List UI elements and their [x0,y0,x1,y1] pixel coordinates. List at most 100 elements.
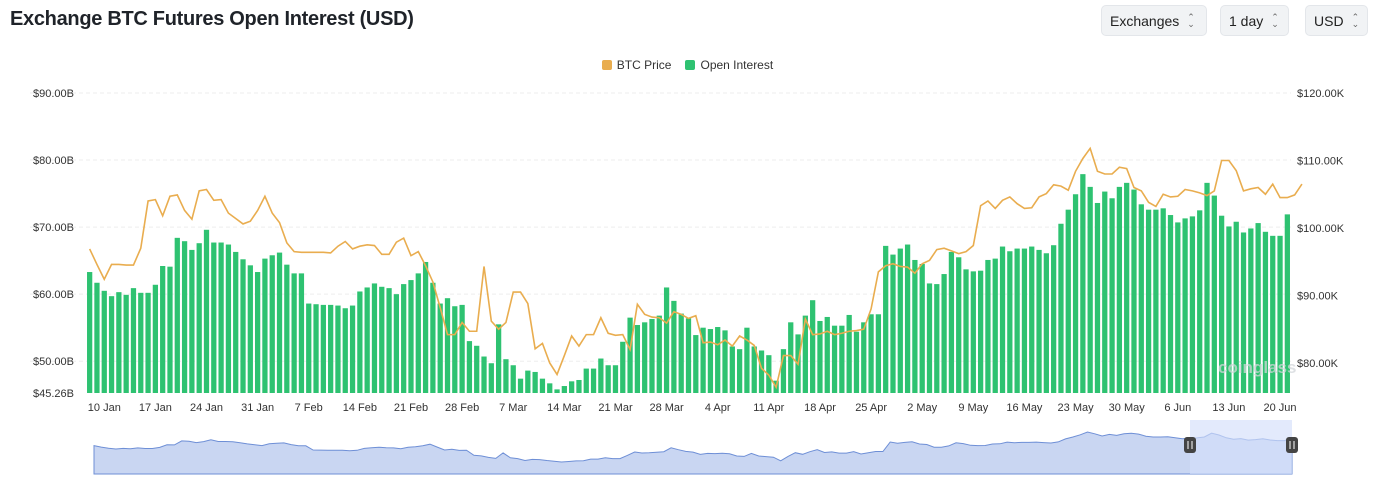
oi-bar [817,320,823,393]
x-axis-tick-label: 28 Mar [649,402,684,414]
navigator[interactable] [93,420,1298,475]
oi-bar [240,259,246,393]
oi-bar [883,245,889,393]
navigator-handle[interactable] [1184,437,1196,453]
exchanges-select[interactable]: Exchanges ⌃ ⌄ [1101,5,1207,36]
oi-bar [605,365,611,393]
oi-bar [101,290,107,393]
oi-bar [160,266,166,393]
oi-bar [452,306,458,393]
oi-bar [291,273,297,393]
oi-bar [1218,215,1225,393]
oi-bar [547,383,553,393]
oi-bar [934,284,940,393]
oi-bar [1270,235,1276,393]
oi-bar [474,345,480,393]
navigator-handle[interactable] [1286,437,1298,453]
oi-bar [437,303,443,393]
oi-bar [1043,253,1049,393]
oi-bar [254,272,261,393]
oi-bar [495,324,502,393]
navigator-area [93,431,1293,475]
legend-item-btc-price[interactable]: BTC Price [601,58,671,72]
oi-bar [1175,222,1181,393]
oi-bar [138,292,144,393]
btc-price-line [88,146,1303,390]
oi-bar [700,327,706,393]
x-axis-tick-label: 23 May [1058,402,1095,414]
oi-bar [970,271,976,393]
left-axis-tick-label: $50.00B [33,356,74,368]
oi-bar [780,349,787,393]
watermark-text: coinglass [1218,358,1296,377]
oi-bar [1138,204,1144,393]
handle-grip-icon [1184,437,1196,453]
oi-bar [999,246,1006,393]
oi-bar [422,261,429,393]
oi-bar [1021,248,1028,393]
oi-bar [466,341,473,393]
oi-bar [554,389,560,393]
currency-select[interactable]: USD ⌃ ⌄ [1305,5,1368,36]
oi-bar [1094,202,1101,393]
oi-bar [1284,214,1290,393]
oi-bar [393,294,400,393]
navigator-selection[interactable] [1190,420,1292,474]
oi-bar [1051,245,1057,393]
select-arrows-icon: ⌃ ⌄ [1271,11,1279,29]
oi-bar [1255,223,1261,393]
oi-bar [364,287,370,393]
oi-bar [941,274,947,393]
oi-bar [1036,249,1042,393]
oi-bar [1167,215,1174,393]
oi-bar [298,273,305,393]
x-axis-tick-label: 16 May [1006,402,1043,414]
oi-bar [736,349,743,393]
oi-bar [276,252,283,393]
oi-bar [788,322,794,393]
oi-bar [1197,210,1203,393]
oi-bar [576,379,582,393]
interval-select[interactable]: 1 day ⌃ ⌄ [1220,5,1289,36]
oi-bar [1065,209,1071,393]
oi-bar [598,358,604,393]
oi-bar [247,265,253,393]
x-axis-tick-label: 14 Mar [547,402,582,414]
oi-bar [532,371,538,393]
oi-bar [583,368,589,393]
oi-bar [685,318,692,393]
oi-bar [218,242,224,393]
x-axis-tick-label: 7 Feb [295,402,323,414]
x-axis-tick-label: 21 Feb [394,402,428,414]
oi-bar [715,327,721,393]
interval-select-label: 1 day [1229,12,1264,29]
oi-bar [408,280,414,393]
oi-bar [313,304,319,393]
oi-bar [203,229,210,393]
oi-bar [225,244,232,393]
x-axis-tick-label: 24 Jan [190,402,223,414]
left-axis-tick-label: $70.00B [33,222,74,234]
x-axis-tick-label: 17 Jan [139,402,172,414]
x-axis-tick-label: 30 May [1109,402,1146,414]
oi-bar [1072,194,1079,393]
x-axis-tick-label: 18 Apr [804,402,836,414]
oi-bar [1131,189,1137,393]
oi-bar [707,329,714,393]
oi-bar [1204,182,1210,393]
oi-bar [561,386,567,393]
oi-bar [503,359,509,393]
legend-item-open-interest[interactable]: Open Interest [685,58,773,72]
oi-bar [590,368,597,393]
select-arrows-icon: ⌃ ⌄ [1187,11,1195,29]
oi-bar [846,314,852,393]
oi-bar [94,282,100,393]
oi-bar [152,284,159,393]
oi-bar [1160,208,1166,393]
oi-bar [678,313,684,393]
oi-bar [656,315,662,393]
oi-bar [963,269,969,393]
oi-bar [342,308,348,393]
oi-bar [926,283,933,393]
oi-bar [371,283,378,393]
